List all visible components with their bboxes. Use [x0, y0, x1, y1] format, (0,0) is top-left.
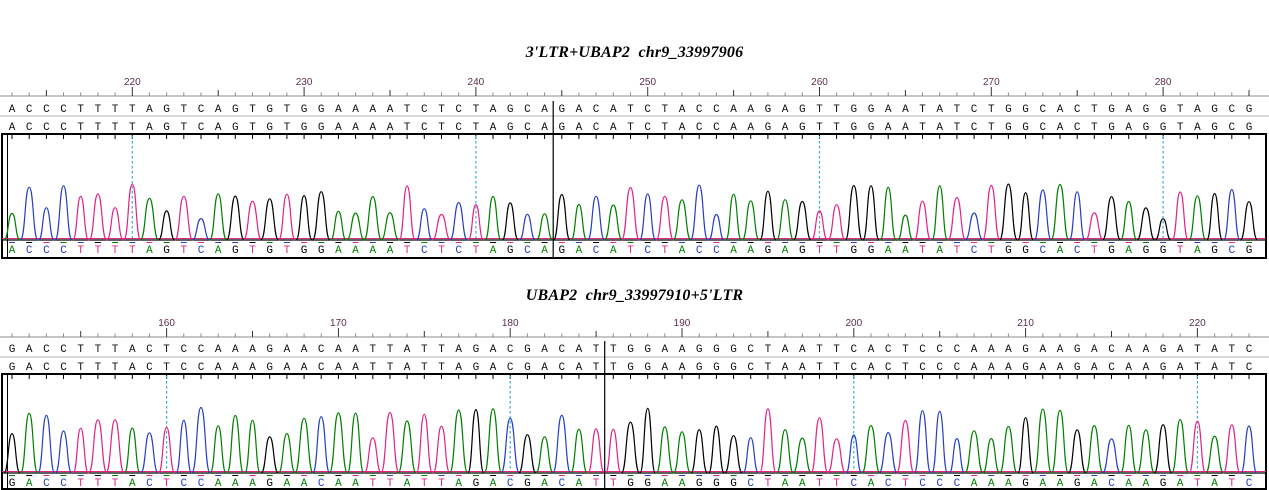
- panel-1: 220 230 240 250 260 270 280 ACCCTTTTAGTCAGTGTGG…: [0, 77, 1269, 259]
- svg-text:220: 220: [124, 77, 141, 88]
- svg-text:GACCTTTACTCCAAAGAACAATTATTAGAC: GACCTTTACTCCAAAGAACAATTATTAGACGACATTGGAA…: [9, 362, 1253, 374]
- panel-1-traces: [2, 183, 1266, 243]
- svg-text:200: 200: [845, 318, 862, 329]
- svg-text:220: 220: [1189, 318, 1206, 329]
- svg-text:240: 240: [468, 77, 485, 88]
- svg-text:GACCTTTACTCCAAAGAACAATTATTAGAC: GACCTTTACTCCAAAGAACAATTATTAGACGACATTGGAA…: [9, 344, 1253, 356]
- panel-2-ruler: 160 170 180 190 200 210 220: [0, 318, 1269, 338]
- svg-text:210: 210: [1017, 318, 1034, 329]
- svg-text:230: 230: [296, 77, 313, 88]
- panel-2-title: UBAP2 chr9_33997910+5'LTR: [525, 287, 744, 304]
- svg-text:190: 190: [674, 318, 691, 329]
- panel-1-title: 3'LTR+UBAP2 chr9_33997906: [525, 44, 744, 61]
- svg-text:160: 160: [158, 318, 175, 329]
- svg-text:250: 250: [639, 77, 656, 88]
- panel-1-trace-box: [1, 133, 1267, 259]
- panel-2-reference-sequence-row: GACCTTTACTCCAAAGAACAATTATTAGACGACATTGGAA…: [9, 344, 1253, 356]
- panel-1-base-call-row: AAAAAAAAAAAAAAAAAAAAACCCCCCCCCCCCCCCGGGG…: [9, 245, 1253, 257]
- svg-text:ACCCTTTTAGTCAGTGTGGAAAATCTCTAG: ACCCTTTTAGTCAGTGTGGAAAATCTCTAGCAGACATCTA…: [9, 104, 1253, 116]
- panel-1-reference-sequence-row: ACCCTTTTAGTCAGTGTGGAAAATCTCTAGCAGACATCTA…: [9, 104, 1253, 116]
- svg-text:180: 180: [502, 318, 519, 329]
- panel-2: 160 170 180 190 200 210 220 GACCTTTACTCCAAAGAAC…: [0, 318, 1269, 490]
- svg-text:ACCCTTTTAGTCAGTGTGGAAAATCTCTAG: ACCCTTTTAGTCAGTGTGGAAAATCTCTAGCAGACATCTA…: [9, 122, 1253, 134]
- svg-text:280: 280: [1155, 77, 1172, 88]
- svg-text:GGGGGGGGGGGGGGGGGG: GGGGGGGGGGGGGGGGGG: [163, 245, 1252, 257]
- panel-1-guide-lines: [131, 136, 1164, 238]
- svg-text:170: 170: [330, 318, 347, 329]
- svg-text:TTTTTTTTTTTTTTTTTTT: TTTTTTTTTTTTTTTTTTT: [77, 245, 1184, 257]
- panel-2-guide-lines: [166, 376, 1199, 471]
- panel-1-read-sequence-row: ACCCTTTTAGTCAGTGTGGAAAATCTCTAGCAGACATCTA…: [9, 122, 1253, 134]
- panel-2-trace-box: [1, 373, 1267, 490]
- svg-text:260: 260: [811, 77, 828, 88]
- svg-text:270: 270: [983, 77, 1000, 88]
- panel-2-traces: [2, 406, 1266, 476]
- panel-1-ruler: 220 230 240 250 260 270 280: [0, 77, 1269, 97]
- panel-2-read-sequence-row: GACCTTTACTCCAAAGAACAATTATTAGACGACATTGGAA…: [9, 362, 1253, 374]
